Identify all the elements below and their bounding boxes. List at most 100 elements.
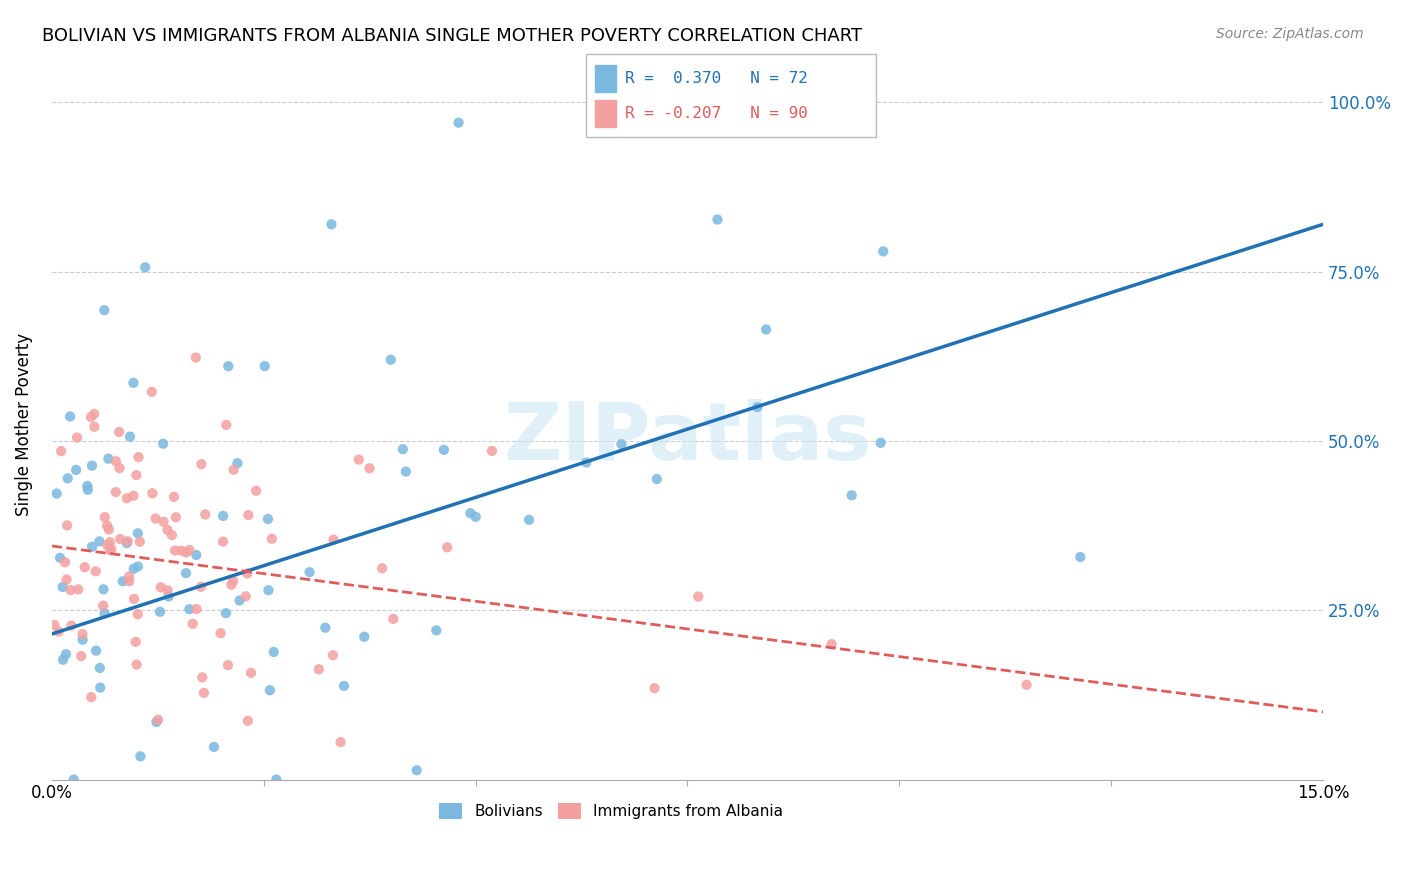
Point [405, 763, 427, 777]
Point [575, 456, 598, 470]
Point [97, 451, 120, 466]
Point [89, 661, 111, 675]
Point [359, 461, 381, 475]
Point [266, 772, 288, 787]
Point [65, 463, 87, 477]
Point [222, 574, 245, 588]
Point [263, 645, 285, 659]
Point [70, 649, 93, 664]
Point [80, 540, 103, 554]
Point [108, 425, 131, 439]
Point [610, 437, 633, 451]
Text: ZIPatlas: ZIPatlas [503, 400, 872, 477]
Point [298, 565, 321, 579]
Point [333, 679, 356, 693]
Point [820, 637, 842, 651]
Point [329, 735, 352, 749]
Point [53, 555, 76, 569]
Point [222, 463, 245, 477]
Point [89, 681, 111, 695]
Point [55, 573, 77, 587]
Point [869, 435, 891, 450]
Point [149, 580, 172, 594]
Point [149, 605, 172, 619]
Bar [595, 100, 616, 128]
Point [141, 384, 163, 399]
Point [117, 534, 139, 549]
Text: R = -0.207   N = 90: R = -0.207 N = 90 [624, 106, 807, 121]
Point [156, 523, 179, 537]
Point [145, 511, 167, 525]
Point [872, 244, 894, 259]
Bar [595, 64, 616, 92]
Point [127, 526, 149, 541]
Point [145, 714, 167, 729]
Point [52, 653, 75, 667]
Point [67, 582, 90, 597]
Point [118, 569, 141, 583]
Point [460, 506, 482, 520]
Point [80, 410, 103, 425]
Point [122, 489, 145, 503]
Point [228, 593, 250, 607]
Point [688, 590, 710, 604]
FancyBboxPatch shape [586, 54, 876, 137]
Point [104, 485, 127, 500]
Point [72, 632, 94, 647]
Point [755, 322, 778, 336]
Point [134, 260, 156, 275]
Point [517, 513, 540, 527]
Point [128, 534, 150, 549]
Point [1015, 678, 1038, 692]
Point [191, 670, 214, 684]
Point [84, 564, 107, 578]
Point [236, 714, 259, 728]
Point [52, 580, 75, 594]
Point [184, 351, 207, 365]
Point [433, 442, 456, 457]
Point [104, 454, 127, 468]
Point [128, 450, 150, 464]
Point [59, 582, 82, 597]
Point [382, 612, 405, 626]
Point [240, 665, 263, 680]
Point [97, 523, 120, 537]
Point [118, 429, 141, 443]
Point [190, 580, 212, 594]
Point [83, 419, 105, 434]
Text: Source: ZipAtlas.com: Source: ZipAtlas.com [1216, 27, 1364, 41]
Point [846, 116, 869, 130]
Point [481, 443, 503, 458]
Point [193, 686, 215, 700]
Point [235, 590, 257, 604]
Point [96, 518, 118, 533]
Point [91, 599, 114, 613]
Point [179, 542, 201, 557]
Point [436, 541, 458, 555]
Point [73, 560, 96, 574]
Point [59, 409, 82, 424]
Point [181, 616, 204, 631]
Text: R =  0.370   N = 72: R = 0.370 N = 72 [624, 70, 807, 86]
Point [174, 545, 197, 559]
Point [706, 212, 728, 227]
Point [93, 582, 115, 597]
Point [76, 479, 98, 493]
Point [141, 486, 163, 500]
Legend: Bolivians, Immigrants from Albania: Bolivians, Immigrants from Albania [433, 797, 789, 825]
Point [56, 518, 79, 533]
Point [165, 543, 187, 558]
Point [49, 444, 72, 458]
Point [146, 713, 169, 727]
Point [253, 359, 276, 373]
Point [94, 510, 117, 524]
Point [464, 509, 486, 524]
Point [62, 772, 84, 787]
Point [202, 739, 225, 754]
Point [170, 543, 193, 558]
Text: BOLIVIAN VS IMMIGRANTS FROM ALBANIA SINGLE MOTHER POVERTY CORRELATION CHART: BOLIVIAN VS IMMIGRANTS FROM ALBANIA SING… [42, 27, 862, 45]
Point [163, 490, 186, 504]
Point [165, 510, 187, 524]
Point [98, 543, 121, 558]
Point [644, 681, 666, 696]
